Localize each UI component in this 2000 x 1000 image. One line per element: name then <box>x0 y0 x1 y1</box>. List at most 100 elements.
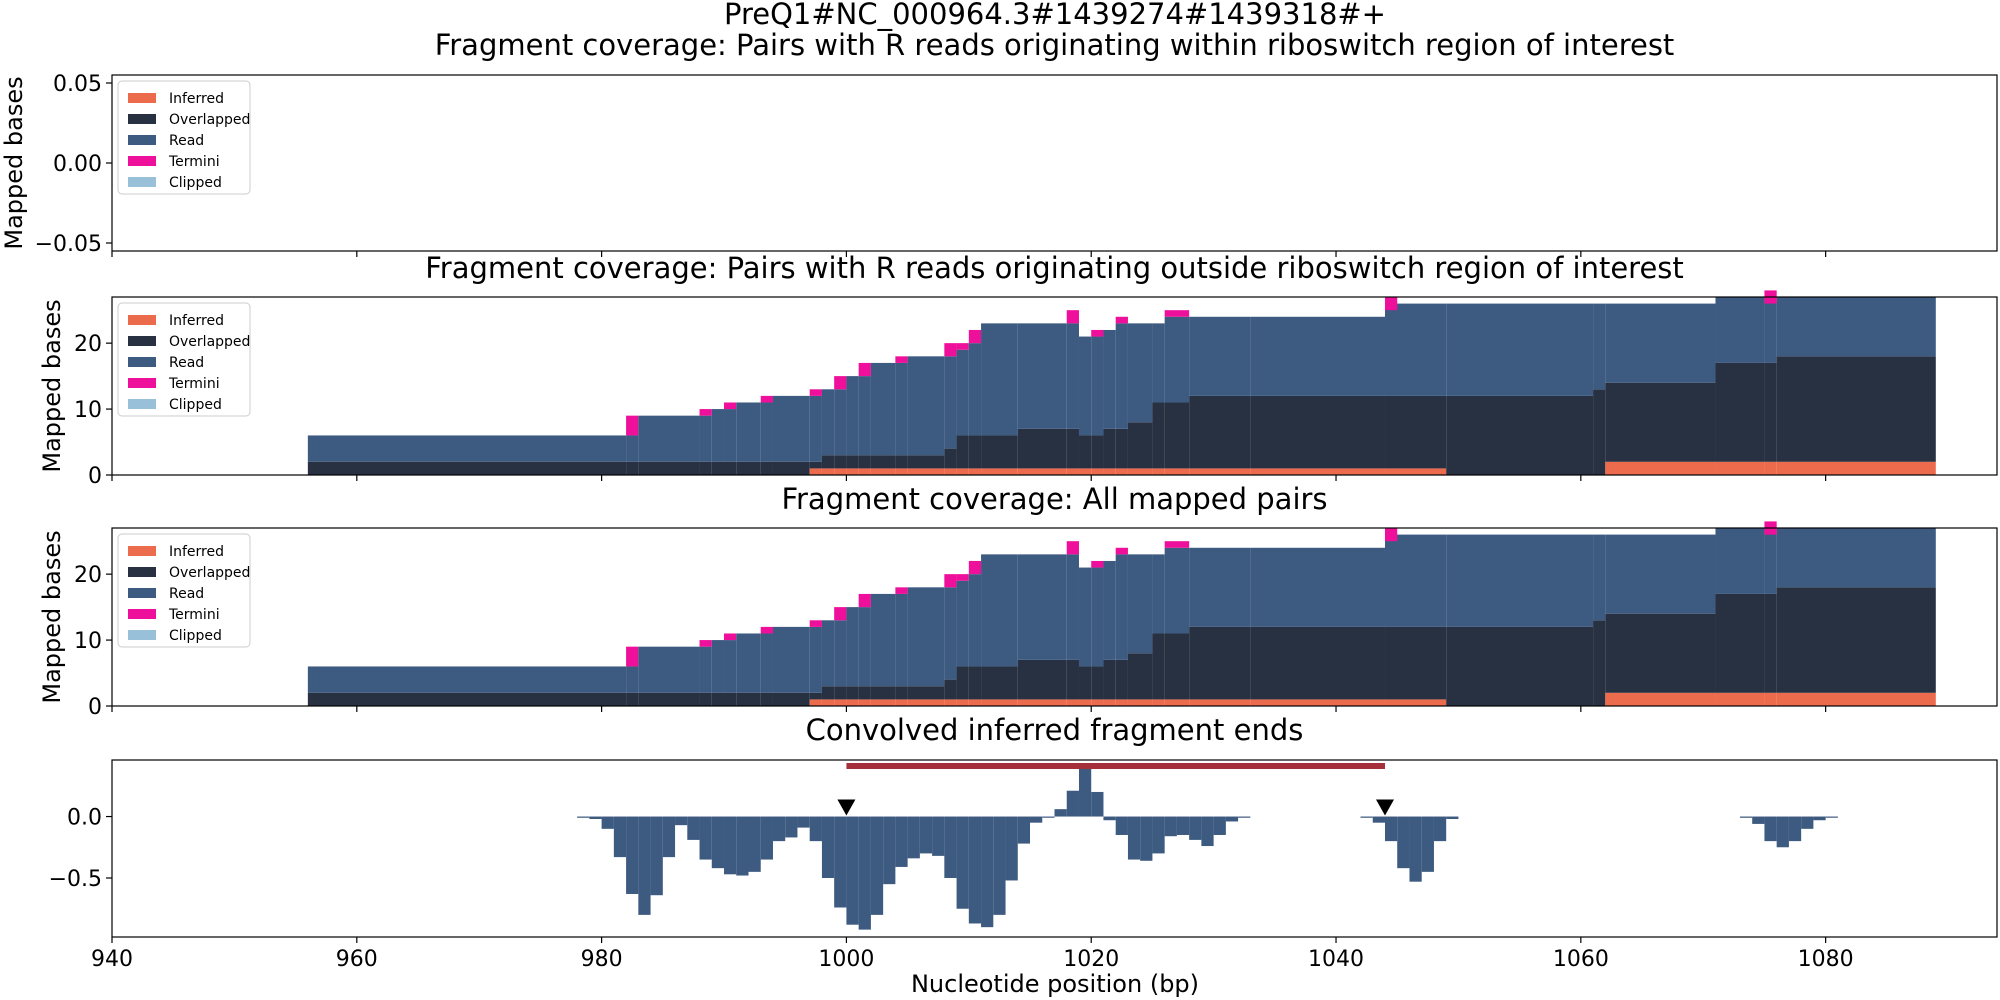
y-tick-label: −0.05 <box>35 232 102 257</box>
termini-bar <box>1066 541 1079 555</box>
overlapped-bar <box>1115 659 1128 700</box>
inferred-bar <box>1764 692 1777 706</box>
convolved-bar <box>1813 816 1826 821</box>
inferred-bar <box>1066 699 1079 706</box>
legend-swatch-overlapped <box>128 114 156 124</box>
inferred-bar <box>1115 699 1128 706</box>
overlapped-bar <box>1189 626 1251 700</box>
panels: Fragment coverage: Pairs with R reads or… <box>0 28 1998 972</box>
overlapped-bar <box>1384 626 1447 700</box>
x-tick-label: 1040 <box>1308 947 1364 972</box>
inferred-bar <box>1715 692 1765 706</box>
inferred-bar <box>1091 699 1104 706</box>
legend-swatch-termini <box>128 156 156 166</box>
overlapped-bar <box>1091 666 1104 700</box>
y-tick-label: 10 <box>74 398 102 423</box>
read-bar <box>968 574 982 667</box>
overlapped-bar <box>1127 422 1153 469</box>
convolved-bar <box>785 816 798 838</box>
read-bar <box>858 376 871 456</box>
read-bar <box>711 409 725 462</box>
inferred-bar <box>1078 699 1092 706</box>
legend: Inferred Overlapped Read Termini Clipped <box>117 302 251 417</box>
figure-suptitle: PreQ1#NC_000964.3#1439274#1439318#+ <box>724 0 1386 31</box>
convolved-bar <box>724 816 737 875</box>
plot-area <box>112 75 1997 251</box>
inferred-bar <box>1764 461 1777 475</box>
termini-bar <box>724 633 737 641</box>
overlapped-bar <box>1189 395 1251 469</box>
convolved-bar <box>687 816 700 840</box>
inferred-bar <box>846 468 859 475</box>
legend-label-read: Read <box>169 586 204 602</box>
y-tick-label: 0.0 <box>67 806 102 831</box>
read-bar <box>626 435 639 462</box>
convolved-bar <box>1189 816 1202 840</box>
overlapped-bar <box>1103 428 1116 469</box>
inferred-bar <box>1103 468 1116 475</box>
read-bar <box>1017 323 1067 429</box>
read-bar <box>1189 316 1251 396</box>
read-bar <box>1078 336 1092 436</box>
read-bar <box>944 587 957 680</box>
read-bar <box>626 666 639 693</box>
inferred-bar <box>1250 699 1385 706</box>
read-bar <box>1017 554 1067 660</box>
read-bar <box>809 395 822 462</box>
overlapped-bar <box>772 461 810 475</box>
overlapped-bar <box>956 666 969 700</box>
convolved-bar <box>699 816 712 860</box>
overlapped-bar <box>626 461 639 475</box>
termini-bar <box>699 640 712 647</box>
convolved-bar <box>968 816 982 924</box>
read-bar <box>981 323 1018 436</box>
convolved-bar <box>883 816 896 885</box>
inferred-bar <box>1189 468 1251 475</box>
termini-bar <box>1764 297 1777 304</box>
read-bar <box>1776 297 1936 357</box>
overlapped-bar <box>760 692 773 706</box>
read-bar <box>858 607 871 687</box>
inferred-bar <box>846 699 859 706</box>
y-tick-label: 0 <box>88 695 102 720</box>
inferred-bar <box>870 699 896 706</box>
inferred-bar <box>1127 468 1153 475</box>
inferred-bar <box>858 699 871 706</box>
convolved-bar <box>638 816 651 915</box>
read-bar <box>846 376 859 456</box>
convolved-bar <box>821 816 835 878</box>
convolved-bar <box>834 816 847 908</box>
read-bar <box>1446 303 1594 396</box>
overlapped-bar <box>1164 633 1190 700</box>
x-tick-label: 1020 <box>1063 947 1119 972</box>
convolved-bar <box>1152 816 1165 854</box>
convolved-bar <box>1213 816 1226 835</box>
inferred-bar <box>956 699 969 706</box>
termini-bar <box>1091 329 1104 337</box>
read-bar <box>981 554 1018 667</box>
legend-label-overlapped: Overlapped <box>169 565 250 581</box>
termini-bar <box>968 329 982 344</box>
convolved-bar <box>748 816 761 872</box>
convolved-bar <box>1017 816 1031 844</box>
legend-label-clipped: Clipped <box>169 175 222 191</box>
inferred-bar <box>1164 468 1190 475</box>
overlapped-bar <box>870 686 896 700</box>
read-bar <box>1715 297 1765 363</box>
overlapped-bar <box>638 692 700 706</box>
read-bar <box>1066 323 1079 429</box>
termini-bar <box>699 409 712 416</box>
convolved-bar <box>1372 816 1385 823</box>
convolved-bar <box>919 816 933 854</box>
convolved-bar <box>846 816 859 925</box>
convolved-bar <box>675 816 688 826</box>
legend-swatch-read <box>128 588 156 598</box>
inferred-bar <box>821 699 835 706</box>
overlapped-bar <box>736 692 761 706</box>
read-bar <box>1605 534 1716 614</box>
inferred-bar <box>956 468 969 475</box>
data-marks <box>577 763 1838 930</box>
read-bar <box>1189 547 1251 627</box>
overlapped-bar <box>1384 395 1447 469</box>
inferred-bar <box>895 468 908 475</box>
